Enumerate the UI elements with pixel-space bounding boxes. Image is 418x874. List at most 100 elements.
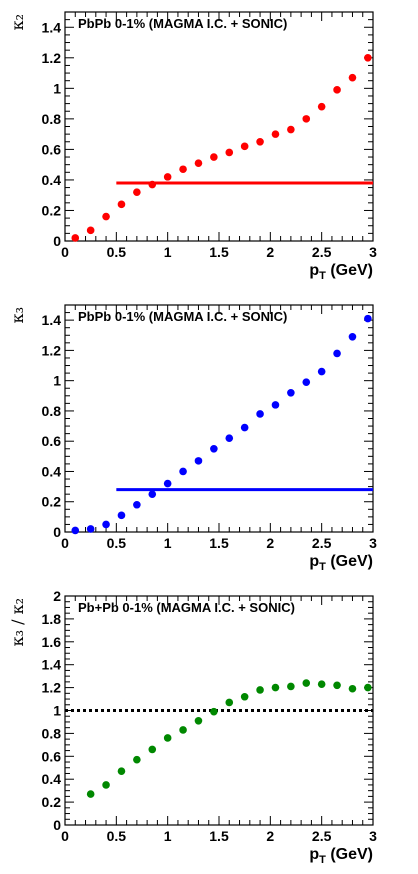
data-point xyxy=(148,745,157,754)
y-tick-label: 0 xyxy=(53,817,61,833)
y-tick-label: 1.8 xyxy=(42,611,62,627)
data-point xyxy=(348,73,357,82)
data-point xyxy=(86,790,95,798)
y-tick-label: 1.4 xyxy=(42,312,62,328)
y-tick-label: 1 xyxy=(53,703,61,719)
data-point xyxy=(163,173,172,181)
x-tick-label: 2 xyxy=(266,535,274,551)
data-point xyxy=(317,102,326,111)
x-tick-label: 1 xyxy=(164,244,172,260)
data-point xyxy=(240,142,249,151)
data-point xyxy=(179,726,187,734)
y-tick-label: 1.2 xyxy=(42,680,62,696)
y-tick-label: 0.2 xyxy=(42,494,62,510)
data-point xyxy=(194,159,203,167)
y-axis-label: κ₂ xyxy=(8,14,27,30)
x-tick-label: 3 xyxy=(369,244,377,260)
data-point xyxy=(271,401,280,409)
data-point xyxy=(225,434,234,442)
y-tick-label: 1.6 xyxy=(42,634,62,650)
y-tick-label: 0.6 xyxy=(42,141,62,157)
chart-panel-2: 0 0.5 1 1.5 2 2.5 3 0 0.2 0.4 0.6 0.8 1 1.2 1.4 PbPb 0-… xyxy=(8,304,377,573)
x-tick-label: 2 xyxy=(266,244,274,260)
data-point xyxy=(133,755,141,764)
x-tick-label: 1.5 xyxy=(209,535,229,551)
y-tick-label: 0.4 xyxy=(42,172,62,188)
data-point xyxy=(256,137,264,146)
x-tick-label: 0 xyxy=(61,535,69,551)
y-tick-label: 0.8 xyxy=(42,111,62,127)
data-point xyxy=(240,423,249,432)
data-point xyxy=(348,684,357,693)
y-tick-label: 0.4 xyxy=(42,463,62,479)
data-point xyxy=(179,165,187,174)
y-tick-label: 1.4 xyxy=(42,19,62,35)
plot-frame xyxy=(64,595,374,826)
data-point xyxy=(179,467,187,476)
data-point xyxy=(364,54,372,62)
x-tick-label: 2 xyxy=(266,828,274,844)
data-point xyxy=(333,681,341,690)
data-point xyxy=(148,180,157,189)
y-axis-label: κ₃ / κ₂ xyxy=(8,598,27,646)
data-point xyxy=(210,444,218,453)
data-point xyxy=(348,332,357,341)
data-point xyxy=(271,683,280,692)
data-point xyxy=(102,212,110,221)
data-point xyxy=(333,86,341,94)
data-point xyxy=(163,479,172,488)
y-tick-label: 0.8 xyxy=(42,403,62,419)
y-tick-label: 0.4 xyxy=(42,771,62,787)
x-tick-label: 0.5 xyxy=(107,244,127,260)
y-tick-label: 0.2 xyxy=(42,794,62,810)
x-tick-label: 0 xyxy=(61,828,69,844)
data-point xyxy=(86,226,95,235)
data-point xyxy=(210,707,218,716)
data-point xyxy=(194,457,203,465)
data-point xyxy=(287,388,295,397)
y-tick-label: 2 xyxy=(53,588,61,604)
data-point xyxy=(302,378,311,386)
data-point xyxy=(117,200,126,209)
y-tick-label: 0.6 xyxy=(42,748,62,764)
y-tick-label: 1.4 xyxy=(42,657,62,673)
x-tick-label: 0.5 xyxy=(107,535,127,551)
data-point xyxy=(210,153,218,161)
x-tick-label: 1 xyxy=(164,828,172,844)
x-axis-label: pT (GeV) xyxy=(309,262,373,282)
data-point xyxy=(86,525,95,533)
data-point xyxy=(102,520,110,529)
data-point xyxy=(302,115,311,123)
data-point xyxy=(133,500,141,509)
data-point xyxy=(225,148,234,157)
data-point xyxy=(364,314,372,323)
data-point xyxy=(271,130,280,138)
y-tick-label: 0 xyxy=(53,524,61,540)
y-tick-label: 0.2 xyxy=(42,202,62,218)
x-tick-label: 2.5 xyxy=(312,828,332,844)
chart-panel-1: 0 0.5 1 1.5 2 2.5 3 0 0.2 0.4 0.6 0.8 1 1.2 1.4 PbPb 0-… xyxy=(8,11,377,282)
data-point xyxy=(71,234,80,242)
data-point xyxy=(333,349,341,358)
x-tick-label: 1.5 xyxy=(209,244,229,260)
x-axis-label: pT (GeV) xyxy=(309,846,373,866)
panel-title: PbPb 0-1% (MAGMA I.C. + SONIC) xyxy=(78,16,287,31)
x-tick-label: 0.5 xyxy=(107,828,127,844)
data-point xyxy=(287,682,295,691)
x-tick-label: 2.5 xyxy=(312,535,332,551)
data-point xyxy=(302,679,311,687)
panel-title: Pb+Pb 0-1% (MAGMA I.C. + SONIC) xyxy=(78,600,295,615)
data-point xyxy=(148,490,157,498)
panel-title: PbPb 0-1% (MAGMA I.C. + SONIC) xyxy=(78,309,287,324)
data-point xyxy=(240,692,249,701)
data-point xyxy=(102,781,110,789)
plot-frame xyxy=(64,11,374,242)
y-axis-label: κ₃ xyxy=(8,307,27,323)
data-point xyxy=(317,680,326,688)
data-point xyxy=(117,511,126,520)
data-point xyxy=(133,188,141,196)
x-tick-label: 1.5 xyxy=(209,828,229,844)
data-point xyxy=(287,125,295,134)
data-point xyxy=(194,717,203,725)
